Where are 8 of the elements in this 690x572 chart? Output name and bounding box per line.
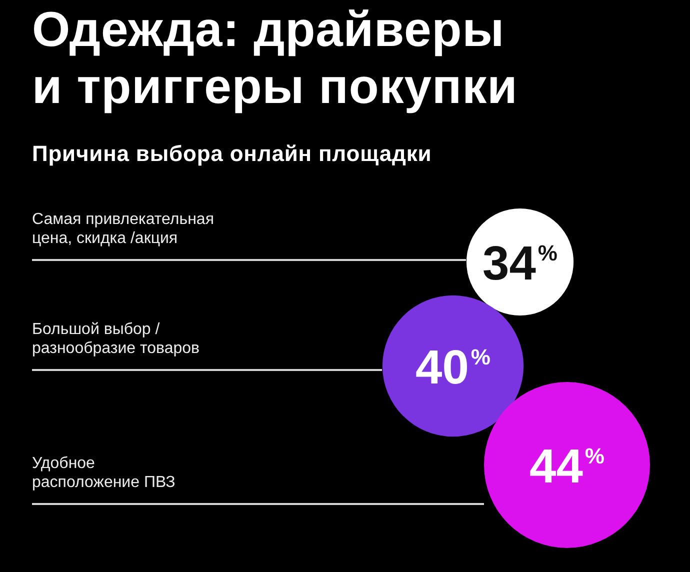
text: Одежда: драйверы и триггеры покупки [32, 2, 518, 116]
category-label: Удобное расположение ПВЗ [32, 454, 176, 492]
data-label: 40% [416, 341, 490, 394]
text: Причина выбора онлайн площадки [32, 141, 432, 167]
data-label: 44% [530, 440, 604, 494]
data-label: 34% [482, 237, 558, 290]
category-label: Большой выбор / разнообразие товаров [32, 320, 200, 358]
category-label: Самая привлекательная цена, скидка /акция [32, 210, 214, 248]
